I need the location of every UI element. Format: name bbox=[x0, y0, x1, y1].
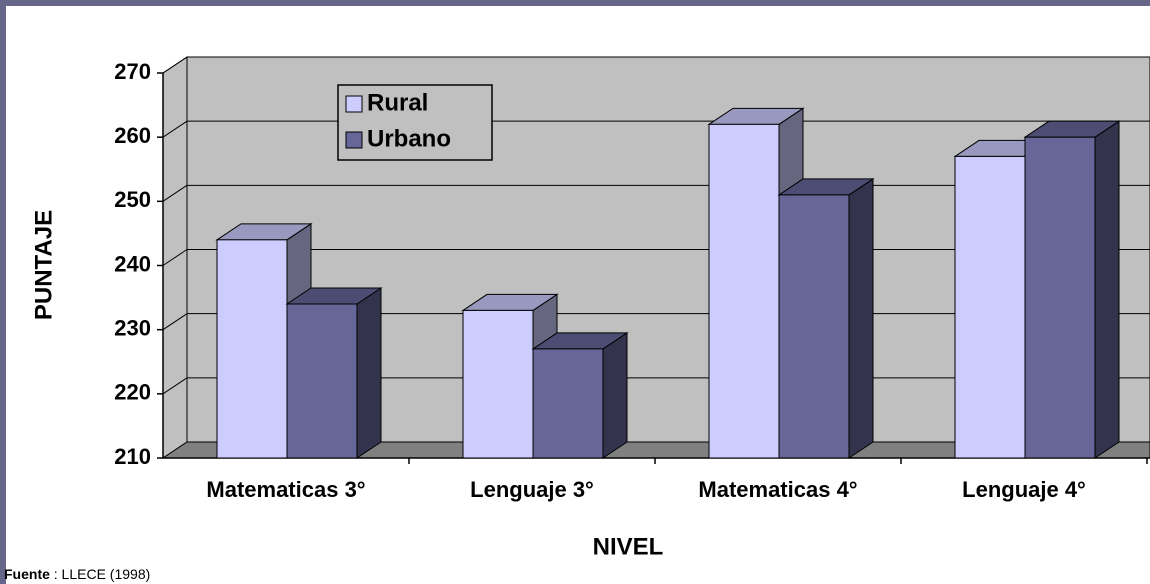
x-tick-label: Lenguaje 4° bbox=[962, 477, 1086, 502]
bar bbox=[778, 194, 850, 459]
grid-line-side bbox=[162, 120, 188, 138]
bar-side bbox=[1094, 120, 1120, 459]
y-axis-label: PUNTAJE bbox=[30, 210, 57, 320]
x-tick-label: Matematicas 3° bbox=[206, 477, 365, 502]
x-axis-label: NIVEL bbox=[593, 533, 664, 560]
bar bbox=[708, 123, 780, 459]
bar-side bbox=[602, 331, 628, 459]
source-note: Fuente : LLECE (1998) bbox=[4, 566, 150, 582]
y-tick-label: 230 bbox=[114, 315, 151, 340]
bar-side bbox=[848, 177, 874, 459]
y-tick-label: 240 bbox=[114, 251, 151, 276]
bar bbox=[462, 309, 534, 459]
legend-swatch bbox=[345, 131, 363, 149]
bar-side bbox=[356, 287, 382, 459]
y-tick-label: 250 bbox=[114, 187, 151, 212]
bar bbox=[1024, 136, 1096, 459]
grid-line-side bbox=[162, 377, 188, 395]
bar bbox=[954, 155, 1026, 459]
bar bbox=[216, 239, 288, 459]
grid-line-side bbox=[162, 249, 188, 266]
source-text: : LLECE (1998) bbox=[50, 566, 150, 582]
legend-label: Rural bbox=[367, 89, 428, 116]
source-label: Fuente bbox=[4, 566, 50, 582]
legend-swatch bbox=[345, 95, 363, 113]
y-tick-label: 210 bbox=[114, 444, 151, 469]
bar bbox=[286, 303, 358, 459]
legend-box bbox=[337, 84, 493, 161]
y-tick-label: 260 bbox=[114, 123, 151, 148]
legend-label: Urbano bbox=[367, 125, 451, 152]
y-tick-label: 220 bbox=[114, 380, 151, 405]
x-tick-label: Matematicas 4° bbox=[698, 477, 857, 502]
y-tick-label: 270 bbox=[114, 59, 151, 84]
grid-line-side bbox=[162, 56, 188, 74]
bar bbox=[532, 348, 604, 459]
grid-line-side bbox=[162, 313, 188, 331]
grid-line-side bbox=[162, 184, 188, 202]
x-tick-label: Lenguaje 3° bbox=[470, 477, 594, 502]
